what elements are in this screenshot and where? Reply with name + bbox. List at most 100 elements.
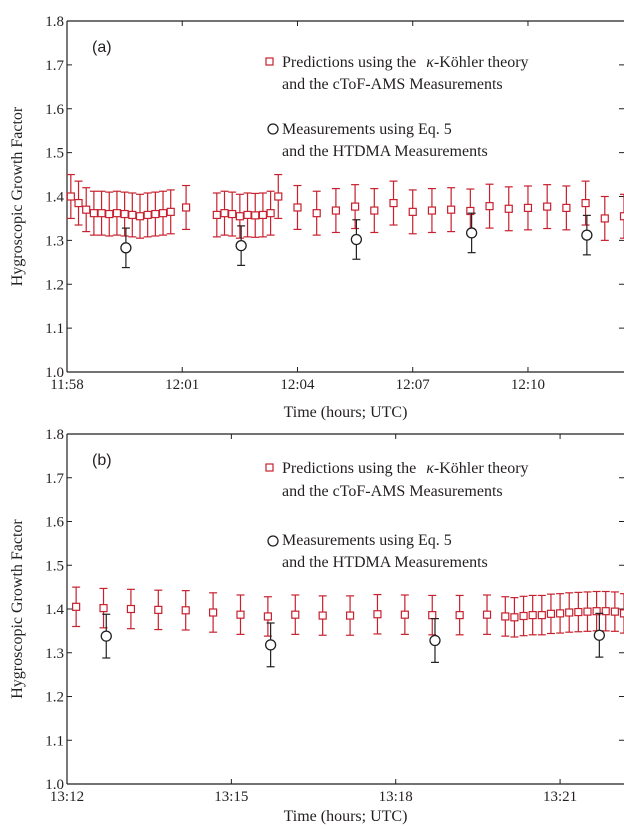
x-tick-label: 12:04	[280, 377, 315, 393]
data-point-square	[428, 611, 437, 620]
data-point-square	[447, 205, 456, 214]
data-point-square	[331, 206, 340, 215]
y-tick-label: 1.7	[45, 471, 64, 487]
x-tick-label: 12:10	[511, 377, 545, 393]
data-point-square	[592, 607, 601, 616]
data-point-square	[485, 202, 494, 211]
data-point-square	[293, 203, 302, 212]
data-point-square	[251, 211, 260, 220]
data-point-square	[389, 198, 398, 208]
series-predictions	[72, 586, 624, 638]
data-point-square	[120, 209, 129, 219]
data-point-square	[220, 209, 229, 218]
legend-predictions-line1: Predictions using the κ-Köhler theory	[282, 460, 529, 477]
data-point-square	[504, 204, 513, 213]
data-point-circle	[264, 639, 277, 651]
data-point-square	[181, 606, 190, 615]
data-point-square	[523, 203, 533, 213]
legend-circle-marker	[267, 535, 279, 547]
x-tick-label: 13:15	[214, 789, 248, 805]
x-axis-label: Time (hours; UTC)	[284, 404, 408, 421]
y-tick-label: 1.3	[45, 646, 64, 662]
y-tick-label: 1.8	[45, 14, 64, 30]
data-point-square	[181, 203, 191, 212]
legend-predictions-line2: and the cToF-AMS Measurements	[282, 76, 503, 93]
y-tick-label: 1.8	[45, 427, 64, 443]
y-tick-label: 1.4	[45, 190, 64, 206]
data-point-square	[263, 612, 272, 621]
data-point-square	[66, 192, 75, 201]
y-tick-label: 1.0	[45, 777, 64, 793]
data-point-circle	[120, 242, 132, 254]
data-point-square	[128, 210, 137, 220]
error-bar	[620, 193, 624, 239]
data-point-square	[166, 207, 175, 216]
data-point-square	[546, 609, 556, 618]
data-point-square	[555, 609, 565, 618]
data-point-square	[235, 212, 244, 221]
y-axis-label: Hygroscopic Growth Factor	[9, 519, 26, 699]
x-tick-label: 11:58	[50, 377, 84, 393]
panel-label: (a)	[92, 39, 112, 56]
y-tick-label: 1.5	[45, 146, 64, 162]
data-point-square	[154, 605, 163, 614]
data-point-square	[158, 209, 168, 218]
panel-a: 1.0 1.1 1.2 1.3 1.4 1.5 1.6 1.7 1.8 11:58 12:01 12:…	[9, 14, 624, 421]
data-point-square	[208, 608, 218, 617]
series-measurements	[120, 212, 593, 269]
data-point-square	[99, 604, 108, 613]
data-point-square	[519, 611, 528, 621]
legend-circle-marker	[267, 123, 279, 135]
data-point-square	[143, 210, 152, 220]
legend-predictions-line2: and the cToF-AMS Measurements	[282, 483, 503, 500]
legend-measurements-line2: and the HTDMA Measurements	[282, 143, 488, 160]
y-tick-label: 1.4	[45, 602, 64, 618]
data-point-circle	[465, 227, 478, 239]
data-point-square	[97, 209, 106, 218]
data-point-square	[528, 611, 537, 620]
data-point-circle	[235, 239, 247, 252]
y-tick-label: 1.1	[45, 733, 64, 749]
data-point-square	[619, 609, 624, 618]
data-point-square	[562, 203, 571, 213]
panel-b: 1.0 1.1 1.2 1.3 1.4 1.5 1.6 1.7 1.8 13:12 13:15 13:…	[9, 427, 624, 825]
data-point-square	[266, 209, 275, 218]
y-tick-label: 1.6	[45, 515, 64, 531]
x-tick-label: 13:18	[379, 789, 413, 805]
data-point-circle	[429, 634, 441, 647]
data-point-square	[408, 207, 417, 216]
y-tick-label: 1.2	[45, 690, 64, 706]
data-point-square	[574, 607, 583, 617]
data-point-square	[565, 608, 574, 617]
y-axis-label: Hygroscopic Growth Factor	[9, 106, 26, 286]
data-point-square	[105, 209, 114, 219]
y-tick-label: 1.1	[45, 321, 64, 337]
legend-measurements-line2: and the HTDMA Measurements	[282, 554, 488, 571]
legend-predictions-line1: Predictions using the κ-Köhler theory	[282, 54, 529, 71]
data-point-square	[427, 206, 437, 215]
legend-measurements-line1: Measurements using Eq. 5	[282, 532, 452, 549]
data-point-square	[370, 206, 379, 215]
x-tick-label: 13:21	[543, 789, 577, 805]
error-bar	[620, 593, 624, 634]
data-point-square	[400, 610, 409, 619]
data-point-square	[89, 209, 98, 218]
data-point-circle	[100, 630, 112, 642]
data-point-square	[501, 612, 510, 621]
data-point-square	[135, 212, 145, 221]
legend: Predictions using the κ-Köhler theory and…	[265, 460, 529, 571]
data-point-square	[466, 206, 475, 216]
x-axis-label: Time (hours; UTC)	[284, 808, 408, 825]
legend-square-marker	[265, 57, 274, 66]
data-point-circle	[581, 229, 593, 241]
data-point-circle	[350, 233, 363, 246]
x-tick-label: 13:12	[50, 789, 84, 805]
data-point-circle	[593, 629, 605, 641]
legend-square-marker	[265, 463, 274, 472]
data-point-square	[312, 209, 321, 218]
data-point-square	[351, 202, 360, 211]
data-point-square	[455, 611, 464, 620]
data-point-square	[318, 611, 327, 620]
data-point-square	[274, 192, 283, 201]
